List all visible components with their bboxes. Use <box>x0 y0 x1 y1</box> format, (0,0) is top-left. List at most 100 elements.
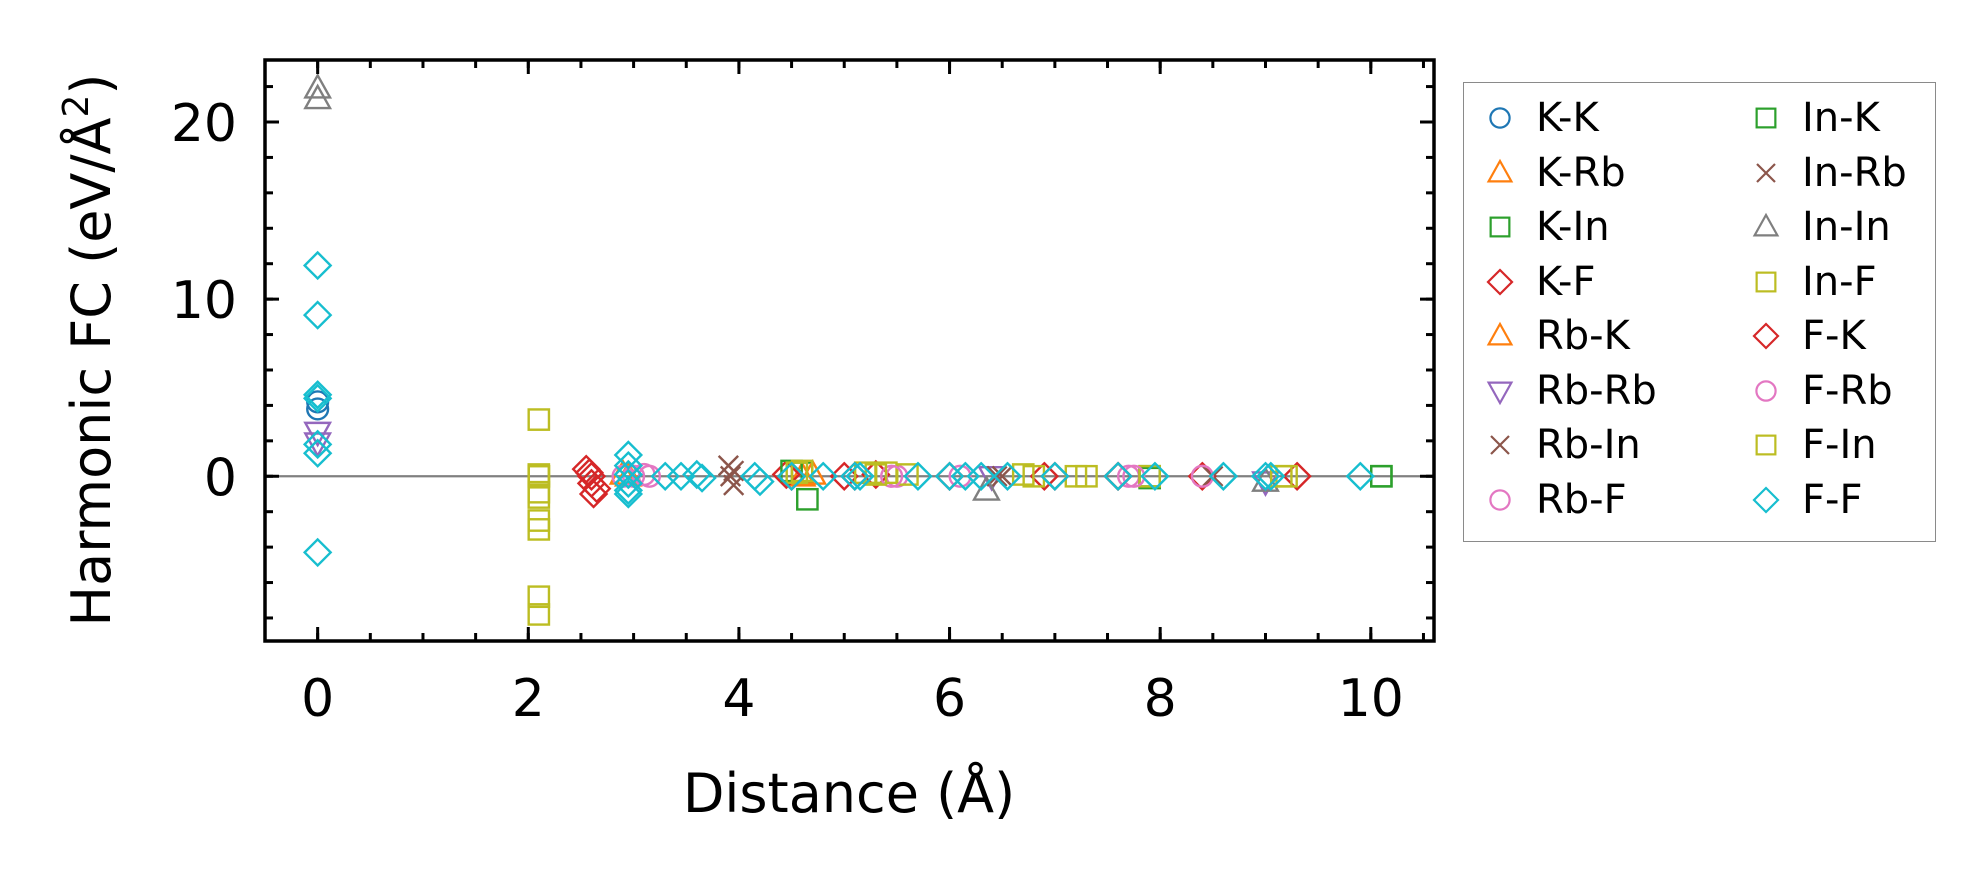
plot-frame <box>263 58 1436 643</box>
legend-marker-icon <box>1489 488 1511 511</box>
data-point-f-f <box>613 440 644 470</box>
data-point-f-f <box>302 429 333 460</box>
data-point-f-in <box>1075 464 1098 488</box>
data-point-in-f <box>896 463 919 486</box>
ticks-layer: 0 2 4 6 8 10 0 10 20 <box>171 60 1434 729</box>
legend-label: Rb-K <box>1536 313 1630 359</box>
data-point-in-rb <box>723 460 745 482</box>
data-point-in-f <box>527 585 551 609</box>
legend: K-K K-Rb K-In K-F Rb-K Rb-Rb Rb-In Rb-F In-K In-R… <box>1463 82 1936 542</box>
legend-item-rb-in: Rb-In <box>1482 420 1641 470</box>
legend-item-rb-f: Rb-F <box>1482 475 1627 525</box>
data-point-f-f <box>1256 461 1286 491</box>
legend-label: F-Rb <box>1802 367 1893 414</box>
legend-item-in-in: In-In <box>1748 202 1891 252</box>
legend-label: K-K <box>1536 95 1599 141</box>
data-point-f-f <box>1140 461 1170 491</box>
legend-item-f-in: F-In <box>1748 420 1877 470</box>
legend-label: In-Rb <box>1802 149 1907 196</box>
legend-item-in-rb: In-Rb <box>1748 148 1907 198</box>
data-point-f-f <box>613 459 644 490</box>
data-point-rb-f <box>948 464 972 488</box>
data-point-f-f <box>1208 461 1239 491</box>
legend-label: Rb-In <box>1536 422 1641 468</box>
data-point-in-in <box>303 72 333 99</box>
y-axis-label-prefix: Harmonic FC (eV/Å <box>59 117 123 626</box>
data-point-f-f <box>302 383 333 414</box>
legend-item-k-in: K-In <box>1482 202 1610 252</box>
legend-label: F-F <box>1802 476 1863 523</box>
data-point-f-f <box>613 475 644 506</box>
legend-marker-icon <box>1752 212 1780 237</box>
data-point-f-f <box>808 461 838 491</box>
legend-marker-icon <box>1489 107 1511 129</box>
legend-label: F-In <box>1802 422 1877 468</box>
y-axis-label: Harmonic FC (eV/Å2) <box>56 74 123 627</box>
data-point-rb-in <box>991 465 1013 487</box>
legend-item-in-k: In-K <box>1748 93 1880 143</box>
data-point-f-in <box>527 464 551 488</box>
legend-label: In-In <box>1802 204 1891 250</box>
data-point-k-f <box>1029 461 1060 491</box>
y-tick-label: 20 <box>171 94 237 154</box>
data-point-f-in <box>1022 464 1046 488</box>
data-point-f-f <box>682 459 712 490</box>
legend-label: K-F <box>1536 258 1596 305</box>
legend-label: K-In <box>1536 204 1610 250</box>
legend-marker-icon <box>1489 216 1511 238</box>
x-axis-label: Distance (Å) <box>683 761 1015 825</box>
data-point-in-f <box>527 518 551 541</box>
data-point-f-f <box>903 461 933 491</box>
y-axis-label-sup: 2 <box>56 95 97 118</box>
legend-label: In-F <box>1802 258 1877 305</box>
legend-label: K-Rb <box>1536 149 1626 196</box>
legend-label: Rb-Rb <box>1536 367 1657 414</box>
data-point-in-f <box>527 408 551 431</box>
data-point-f-f <box>1345 461 1375 491</box>
data-point-f-f <box>302 380 333 410</box>
data-point-f-f <box>302 250 333 281</box>
x-tick-label: 2 <box>512 669 545 729</box>
series-f-f <box>302 250 1375 568</box>
x-tick-label: 10 <box>1338 669 1404 729</box>
data-point-f-f <box>840 461 870 491</box>
data-point-f-f <box>1103 461 1133 491</box>
data-point-k-rb <box>787 460 817 487</box>
data-point-f-f <box>302 300 333 330</box>
data-point-in-k <box>1370 464 1393 488</box>
legend-item-f-k: F-K <box>1748 311 1866 361</box>
data-point-f-f <box>992 461 1023 491</box>
legend-item-k-rb: K-Rb <box>1482 148 1626 198</box>
data-point-in-f <box>1138 464 1161 488</box>
y-tick-label: 0 <box>204 448 237 508</box>
legend-marker-icon <box>1490 435 1510 455</box>
data-point-f-rb <box>1122 464 1146 488</box>
legend-item-rb-rb: Rb-Rb <box>1482 366 1657 416</box>
legend-marker-icon <box>1752 322 1780 350</box>
data-point-f-f <box>302 537 333 568</box>
data-point-f-f <box>613 468 644 499</box>
data-point-k-k <box>306 397 330 421</box>
data-point-f-f <box>845 461 875 491</box>
data-point-f-f <box>613 479 644 509</box>
data-point-f-f <box>776 461 807 491</box>
data-point-f-k <box>578 479 609 509</box>
data-point-f-rb <box>880 464 904 488</box>
data-point-k-f <box>1282 461 1312 491</box>
data-point-f-f <box>302 438 333 468</box>
data-point-f-f <box>666 461 696 491</box>
data-point-in-f <box>527 603 551 626</box>
y-axis-label-suffix: ) <box>60 74 123 95</box>
x-tick-label: 8 <box>1144 669 1177 729</box>
series-f-in <box>527 461 1293 488</box>
legend-marker-icon <box>1486 267 1514 296</box>
legend-item-in-f: In-F <box>1748 257 1877 307</box>
data-point-f-f <box>966 461 996 491</box>
legend-marker-icon <box>1486 158 1514 182</box>
x-tick-label: 4 <box>722 669 755 729</box>
data-point-k-f <box>771 459 802 490</box>
legend-item-k-f: K-F <box>1482 257 1595 307</box>
legend-marker-icon <box>1755 107 1777 129</box>
data-point-f-f <box>1250 461 1281 491</box>
